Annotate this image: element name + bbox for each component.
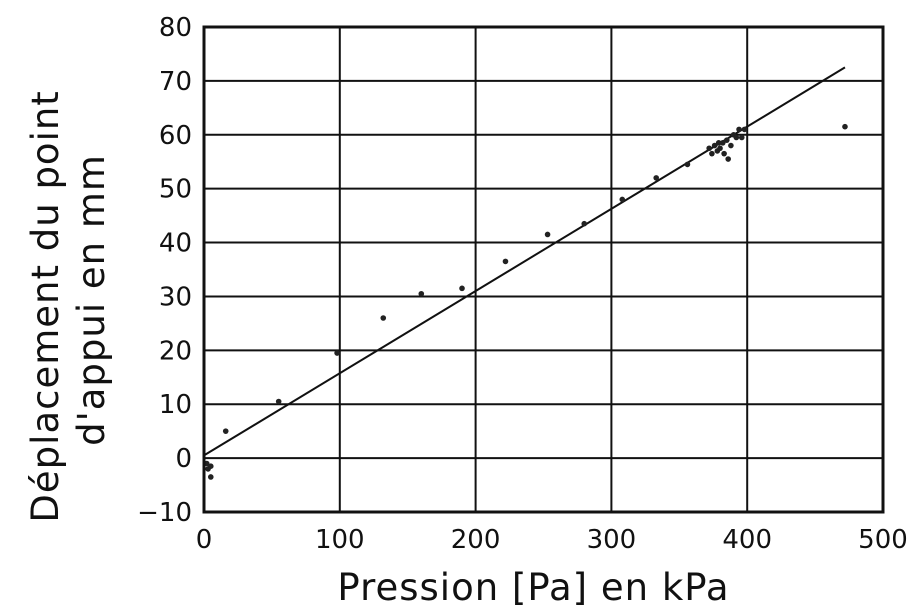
y-tick-label: 50 <box>159 175 192 205</box>
data-point <box>502 258 509 265</box>
data-point <box>733 134 740 141</box>
data-points <box>203 123 848 480</box>
grid-lines <box>203 26 884 513</box>
x-tick-label: 300 <box>587 525 637 555</box>
data-point <box>709 150 715 157</box>
data-point <box>544 231 551 238</box>
y-tick-label: 80 <box>159 13 192 43</box>
data-point <box>653 175 660 181</box>
data-point <box>380 315 387 321</box>
x-tick-labels: 0 100 200 300 400 500 <box>196 525 908 555</box>
data-point <box>275 398 282 405</box>
y-axis-label-line-2: d'appui en mm <box>70 154 113 446</box>
data-point <box>207 463 214 469</box>
y-tick-label: 30 <box>159 282 192 312</box>
data-point <box>738 134 745 141</box>
data-point <box>715 140 722 146</box>
data-point <box>684 161 691 168</box>
x-tick-label: 500 <box>858 525 908 555</box>
x-tick-label: 100 <box>315 525 365 555</box>
data-point <box>736 126 742 133</box>
data-point <box>207 474 214 480</box>
y-tick-label: −10 <box>137 498 192 528</box>
data-point <box>842 123 848 130</box>
x-tick-label: 400 <box>722 525 772 555</box>
data-point <box>728 142 734 149</box>
data-point <box>711 142 718 149</box>
data-point <box>725 156 731 162</box>
plot-frame <box>202 25 885 514</box>
data-point <box>717 145 723 152</box>
data-point <box>724 137 730 143</box>
data-point <box>719 140 726 146</box>
data-point <box>459 285 465 292</box>
data-point <box>619 196 626 203</box>
y-axis-label-line-1: Déplacement du point <box>24 90 67 522</box>
regression-line <box>203 66 846 457</box>
data-point <box>706 145 712 152</box>
data-point <box>334 350 340 356</box>
y-tick-label: 20 <box>159 336 192 366</box>
data-point <box>581 220 588 227</box>
y-tick-label: 60 <box>159 121 192 151</box>
data-point <box>222 428 229 434</box>
x-axis-label: Pression [Pa] en kPa <box>337 566 729 609</box>
x-tick-label: 0 <box>196 525 213 555</box>
data-point <box>418 290 425 297</box>
y-tick-label: 0 <box>175 444 192 474</box>
y-tick-label: 40 <box>159 229 192 259</box>
x-tick-label: 200 <box>451 525 501 555</box>
data-point <box>721 150 727 157</box>
y-tick-label: 70 <box>159 67 192 97</box>
y-tick-labels: −10 0 10 20 30 40 50 60 70 80 <box>137 13 192 528</box>
y-axis-label: Déplacement du point d'appui en mm <box>24 77 113 522</box>
y-tick-label: 10 <box>159 390 192 420</box>
data-point <box>741 126 748 133</box>
